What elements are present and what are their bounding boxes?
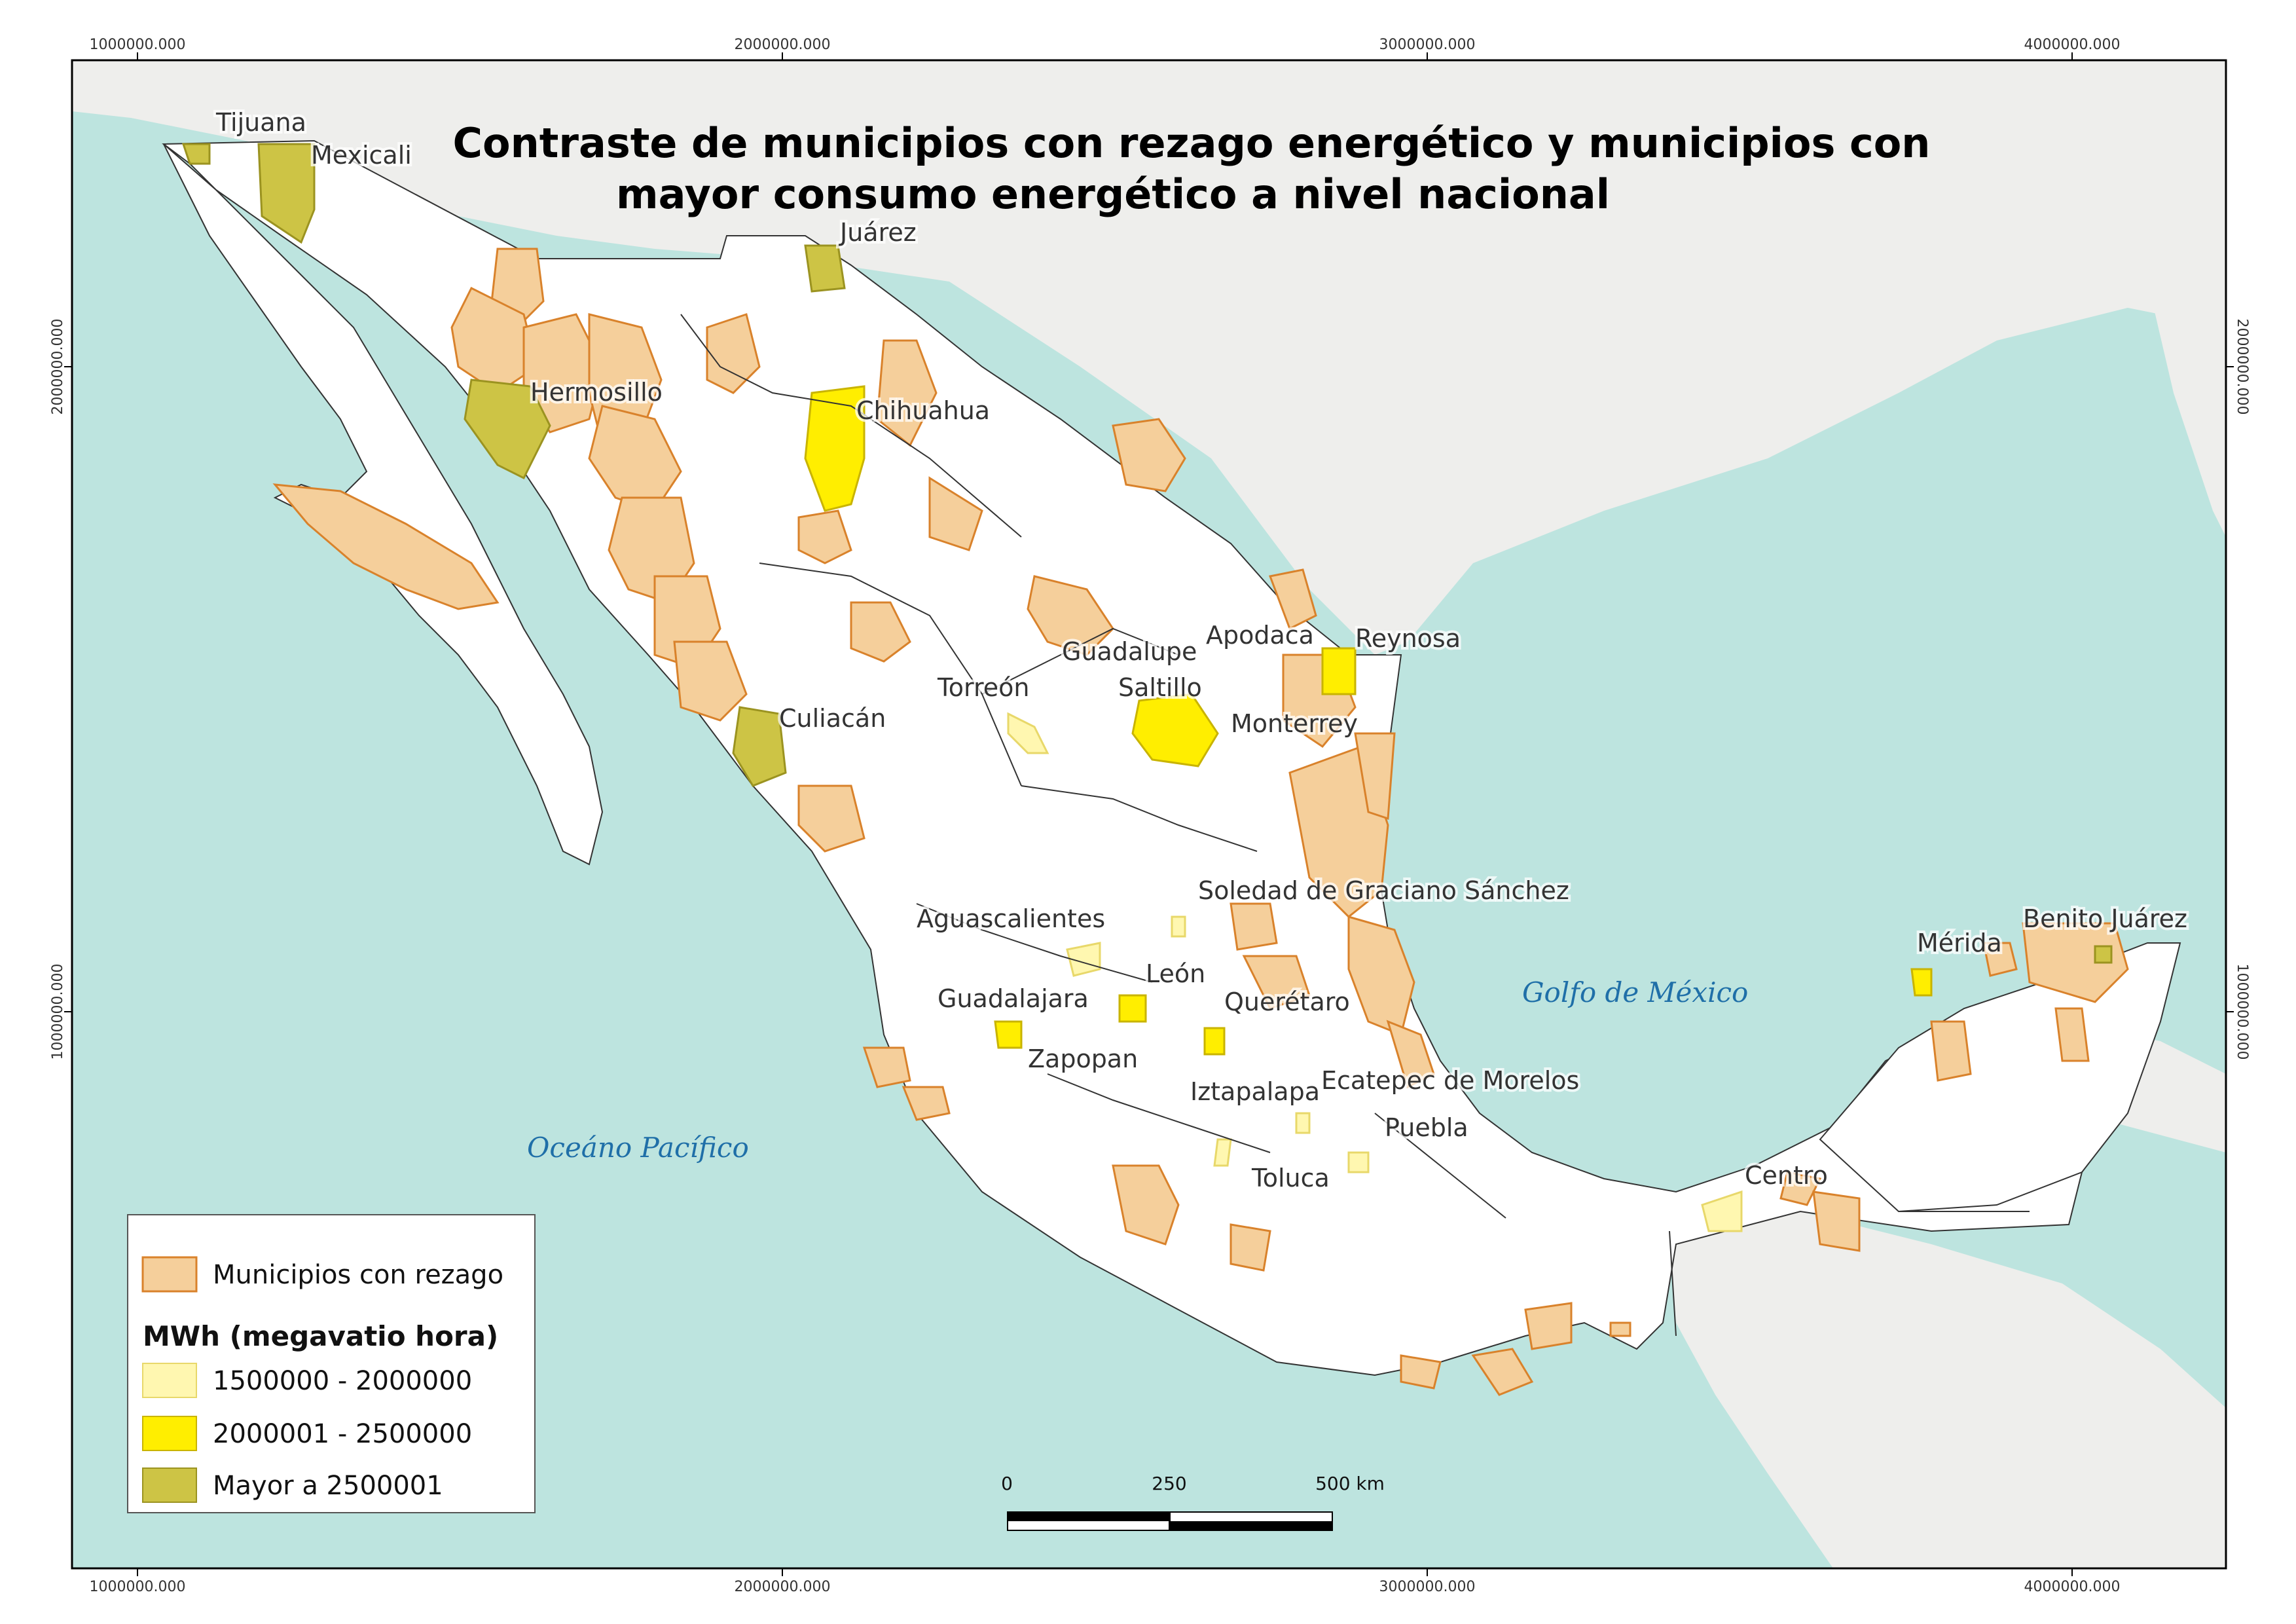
city-label-soledad: Soledad de Graciano Sánchez: [1198, 876, 1569, 905]
map-legend: Municipios con rezago MWh (megavatio hor…: [127, 1214, 536, 1513]
city-label-zapopan: Zapopan: [1028, 1044, 1138, 1073]
legend-swatch-class-2: [142, 1416, 197, 1451]
city-label-apodaca: Apodaca: [1206, 621, 1314, 650]
scale-bar: 0 250 500 km: [1001, 1473, 1385, 1531]
usa-land: [72, 60, 2226, 655]
city-label-juarez: Juárez: [839, 218, 917, 247]
legend-label-rezago: Municipios con rezago: [213, 1260, 503, 1290]
scale-bar-segment-1-inner: [1008, 1521, 1169, 1530]
city-label-tijuana: Tijuana: [215, 108, 306, 137]
city-label-merida: Mérida: [1917, 929, 2002, 957]
scale-label-500km: 500 km: [1315, 1473, 1385, 1494]
coord-bottom-3: 3000000.000: [1379, 1579, 1476, 1595]
city-label-reynosa: Reynosa: [1355, 624, 1461, 653]
coord-bottom-4: 4000000.000: [2024, 1579, 2121, 1595]
coord-right-1: 2000000.000: [2234, 319, 2250, 415]
map-title-line-1: Contraste de municipios con rezago energ…: [453, 119, 1931, 167]
central-america-land: [1669, 1211, 2226, 1568]
gulf-of-mexico-label: Golfo de México: [1522, 976, 1748, 1008]
city-label-hermosillo: Hermosillo: [530, 378, 663, 407]
state-borders: [680, 314, 2030, 1337]
coord-bottom-2: 2000000.000: [735, 1579, 831, 1595]
coord-top-2: 2000000.000: [735, 37, 831, 53]
yucatan-peninsula: [1819, 942, 2181, 1213]
legend-label-class-3: Mayor a 2500001: [213, 1471, 443, 1501]
city-label-saltillo: Saltillo: [1118, 673, 1202, 702]
city-label-guadalupe: Guadalupe: [1062, 637, 1197, 666]
legend-swatch-class-3: [142, 1467, 197, 1503]
coord-right-2: 1000000.000: [2234, 964, 2250, 1060]
pacific-ocean-label: Oceáno Pacífico: [527, 1132, 749, 1164]
scale-label-0: 0: [1001, 1473, 1013, 1494]
coord-top-4: 4000000.000: [2024, 37, 2121, 53]
coord-top-1: 1000000.000: [90, 37, 186, 53]
legend-swatch-rezago: [141, 1256, 198, 1293]
mwh-class-1500000-2000000: [1007, 712, 1743, 1232]
florida-land: [1931, 60, 2226, 537]
legend-heading: MWh (megavatio hora): [143, 1320, 498, 1352]
map-frame: [71, 59, 2227, 1570]
city-label-puebla: Puebla: [1385, 1113, 1468, 1142]
city-label-culiacan: Culiacán: [779, 704, 886, 733]
city-label-mexicali: Mexicali: [311, 141, 412, 170]
city-label-ecatepec: Ecatepec de Morelos: [1321, 1066, 1579, 1095]
coord-top-3: 3000000.000: [1379, 37, 1476, 53]
city-label-guadalajara: Guadalajara: [938, 984, 1089, 1013]
baja-california: [163, 143, 604, 866]
city-label-monterrey: Monterrey: [1231, 709, 1358, 738]
city-label-iztapalapa: Iztapalapa: [1190, 1077, 1320, 1106]
city-label-leon: León: [1146, 959, 1205, 988]
coord-bottom-1: 1000000.000: [90, 1579, 186, 1595]
scale-label-250: 250: [1152, 1473, 1186, 1494]
scale-bar-segment-2-inner: [1171, 1513, 1332, 1521]
city-label-queretaro: Querétaro: [1224, 987, 1350, 1016]
city-label-benito-juarez: Benito Juárez: [2023, 904, 2187, 933]
coordinate-ticks: [64, 52, 2234, 1576]
mwh-class-mayor-2500001: [181, 143, 2113, 964]
legend-swatch-class-1: [142, 1363, 197, 1398]
map-title-line-2: mayor consumo energético a nivel naciona…: [616, 170, 1610, 218]
city-label-aguascalientes: Aguascalientes: [917, 904, 1105, 933]
city-label-toluca: Toluca: [1251, 1164, 1330, 1192]
legend-label-class-2: 2000001 - 2500000: [213, 1419, 472, 1449]
mwh-class-2000001-2500000: [804, 385, 1933, 1056]
legend-label-class-1: 1500000 - 2000000: [213, 1366, 472, 1396]
city-label-chihuahua: Chihuahua: [856, 396, 990, 425]
city-label-centro: Centro: [1745, 1161, 1828, 1190]
city-label-torreon: Torreón: [937, 673, 1029, 702]
coord-left-2: 1000000.000: [50, 964, 66, 1060]
coord-left-1: 2000000.000: [50, 319, 66, 415]
rezago-municipalities: [272, 248, 2129, 1396]
